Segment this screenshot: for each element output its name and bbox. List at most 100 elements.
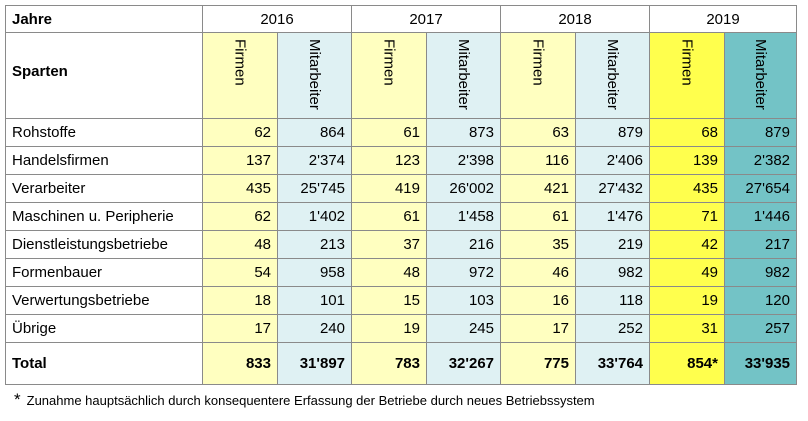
statistics-table: Jahre 2016 2017 2018 2019 Sparten Firmen… xyxy=(5,5,797,385)
cell-firmen: 62 xyxy=(202,118,278,147)
cell-mitarbeiter: 1'446 xyxy=(724,202,797,231)
cell-firmen: 68 xyxy=(649,118,725,147)
col-mitarbeiter-label: Mitarbeiter xyxy=(306,39,323,110)
cell-mitarbeiter: 1'476 xyxy=(575,202,650,231)
footnote-text: Zunahme hauptsächlich durch konsequenter… xyxy=(26,393,595,408)
cell-firmen: 783 xyxy=(351,342,427,385)
cell-mitarbeiter: 958 xyxy=(277,258,352,287)
cell-mitarbeiter: 1'458 xyxy=(426,202,501,231)
col-firmen-2019: Firmen xyxy=(649,32,725,119)
year-header-2016: 2016 xyxy=(202,5,352,33)
cell-mitarbeiter: 245 xyxy=(426,314,501,343)
cell-mitarbeiter: 2'382 xyxy=(724,146,797,175)
row-label: Verarbeiter xyxy=(5,174,203,203)
cell-mitarbeiter: 26'002 xyxy=(426,174,501,203)
cell-mitarbeiter: 27'654 xyxy=(724,174,797,203)
sparten-header: Sparten xyxy=(5,32,203,119)
cell-mitarbeiter: 982 xyxy=(575,258,650,287)
cell-firmen: 61 xyxy=(500,202,576,231)
col-firmen-2016: Firmen xyxy=(202,32,278,119)
total-row: Total 833 31'897 783 32'267 775 33'764 854* 33'9… xyxy=(5,342,797,385)
col-firmen-label: Firmen xyxy=(231,39,249,86)
row-label: Rohstoffe xyxy=(5,118,203,147)
row-label: Formenbauer xyxy=(5,258,203,287)
table-row: Handelsfirmen 137 2'374 123 2'398 116 2'406 139… xyxy=(5,146,797,175)
row-label: Handelsfirmen xyxy=(5,146,203,175)
cell-mitarbeiter: 216 xyxy=(426,230,501,259)
col-mitarbeiter-2018: Mitarbeiter xyxy=(575,32,650,119)
footnote: * Zunahme hauptsächlich durch konsequente… xyxy=(14,390,595,413)
cell-firmen: 19 xyxy=(351,314,427,343)
cell-firmen: 15 xyxy=(351,286,427,315)
cell-firmen: 46 xyxy=(500,258,576,287)
cell-firmen: 63 xyxy=(500,118,576,147)
col-mitarbeiter-label: Mitarbeiter xyxy=(752,39,769,110)
col-mitarbeiter-2019: Mitarbeiter xyxy=(724,32,797,119)
cell-mitarbeiter: 103 xyxy=(426,286,501,315)
cell-mitarbeiter: 982 xyxy=(724,258,797,287)
cell-mitarbeiter: 879 xyxy=(575,118,650,147)
table-row: Formenbauer 54 958 48 972 46 982 49 982 xyxy=(5,258,797,287)
cell-firmen: 139 xyxy=(649,146,725,175)
cell-mitarbeiter: 32'267 xyxy=(426,342,501,385)
cell-firmen: 48 xyxy=(351,258,427,287)
cell-mitarbeiter: 101 xyxy=(277,286,352,315)
cell-firmen: 62 xyxy=(202,202,278,231)
cell-firmen: 116 xyxy=(500,146,576,175)
row-label: Verwertungsbetriebe xyxy=(5,286,203,315)
cell-mitarbeiter: 31'897 xyxy=(277,342,352,385)
cell-firmen: 775 xyxy=(500,342,576,385)
col-mitarbeiter-label: Mitarbeiter xyxy=(455,39,472,110)
col-firmen-2017: Firmen xyxy=(351,32,427,119)
cell-mitarbeiter: 27'432 xyxy=(575,174,650,203)
cell-mitarbeiter: 240 xyxy=(277,314,352,343)
row-label: Maschinen u. Peripherie xyxy=(5,202,203,231)
cell-mitarbeiter: 213 xyxy=(277,230,352,259)
cell-firmen: 54 xyxy=(202,258,278,287)
cell-firmen: 833 xyxy=(202,342,278,385)
cell-firmen: 137 xyxy=(202,146,278,175)
cell-firmen: 31 xyxy=(649,314,725,343)
cell-mitarbeiter: 873 xyxy=(426,118,501,147)
cell-mitarbeiter: 118 xyxy=(575,286,650,315)
cell-firmen: 61 xyxy=(351,118,427,147)
col-mitarbeiter-2016: Mitarbeiter xyxy=(277,32,352,119)
cell-firmen: 19 xyxy=(649,286,725,315)
table-row: Verarbeiter 435 25'745 419 26'002 421 27'432 43… xyxy=(5,174,797,203)
cell-mitarbeiter: 879 xyxy=(724,118,797,147)
cell-firmen: 17 xyxy=(500,314,576,343)
cell-mitarbeiter: 972 xyxy=(426,258,501,287)
cell-mitarbeiter: 33'764 xyxy=(575,342,650,385)
col-mitarbeiter-label: Mitarbeiter xyxy=(604,39,621,110)
cell-mitarbeiter: 33'935 xyxy=(724,342,797,385)
year-header-2019: 2019 xyxy=(649,5,797,33)
cell-firmen: 419 xyxy=(351,174,427,203)
cell-mitarbeiter: 25'745 xyxy=(277,174,352,203)
cell-firmen: 435 xyxy=(202,174,278,203)
cell-mitarbeiter: 2'374 xyxy=(277,146,352,175)
table-row: Übrige 17 240 19 245 17 252 31 257 xyxy=(5,314,797,343)
table-row: Maschinen u. Peripherie 62 1'402 61 1'458 61 1… xyxy=(5,202,797,231)
year-header-2017: 2017 xyxy=(351,5,501,33)
cell-firmen: 17 xyxy=(202,314,278,343)
col-firmen-label: Firmen xyxy=(678,39,696,86)
cell-mitarbeiter: 120 xyxy=(724,286,797,315)
cell-mitarbeiter: 217 xyxy=(724,230,797,259)
year-header-2018: 2018 xyxy=(500,5,650,33)
cell-firmen: 71 xyxy=(649,202,725,231)
cell-mitarbeiter: 1'402 xyxy=(277,202,352,231)
table-row: Verwertungsbetriebe 18 101 15 103 16 118 19 120 xyxy=(5,286,797,315)
row-label: Übrige xyxy=(5,314,203,343)
cell-mitarbeiter: 2'398 xyxy=(426,146,501,175)
cell-firmen: 435 xyxy=(649,174,725,203)
col-firmen-2018: Firmen xyxy=(500,32,576,119)
jahre-header: Jahre xyxy=(5,5,203,33)
cell-mitarbeiter: 219 xyxy=(575,230,650,259)
cell-firmen: 61 xyxy=(351,202,427,231)
header-row-columns: Sparten Firmen Mitarbeiter Firmen Mitarb… xyxy=(5,32,797,119)
cell-firmen: 49 xyxy=(649,258,725,287)
cell-mitarbeiter: 257 xyxy=(724,314,797,343)
col-mitarbeiter-2017: Mitarbeiter xyxy=(426,32,501,119)
cell-firmen: 421 xyxy=(500,174,576,203)
cell-mitarbeiter: 864 xyxy=(277,118,352,147)
